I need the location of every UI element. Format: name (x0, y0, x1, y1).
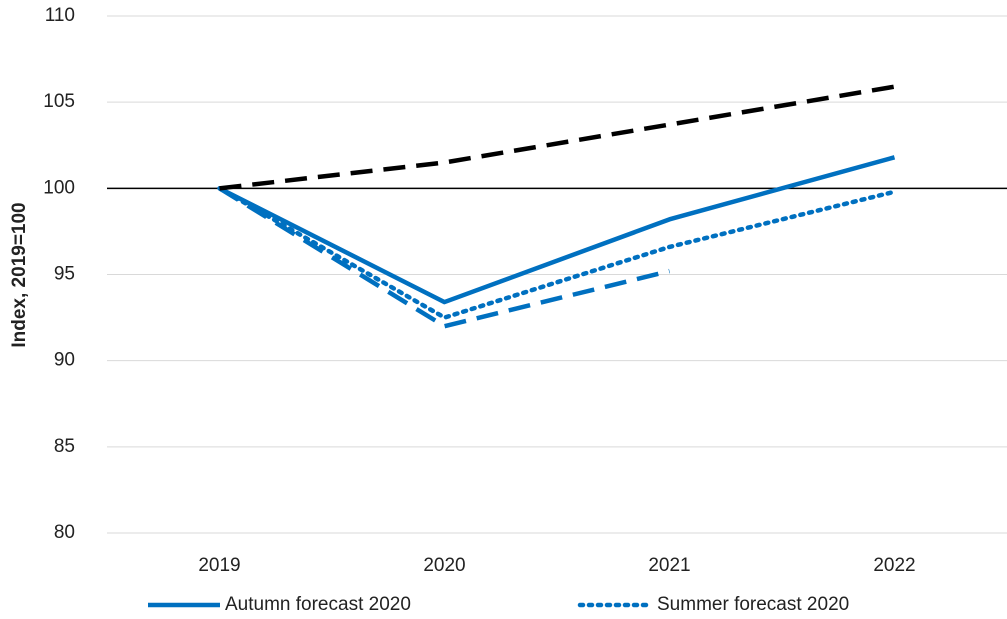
y-tick-label: 100 (43, 177, 75, 198)
series-line (218, 186, 671, 329)
series-line (218, 155, 896, 305)
x-tick-label: 2021 (648, 555, 690, 576)
x-tick-label: 2022 (873, 555, 915, 576)
y-tick-label: 80 (54, 522, 75, 543)
series-line (219, 84, 895, 191)
y-tick-label: 105 (43, 91, 75, 112)
y-tick-label: 95 (54, 264, 75, 285)
y-tick-label: 85 (54, 436, 75, 457)
y-tick-label: 90 (54, 350, 75, 371)
x-tick-label: 2020 (423, 555, 465, 576)
series-line (217, 186, 897, 320)
x-tick-label: 2019 (198, 555, 240, 576)
y-axis-title: Index, 2019=100 (9, 202, 30, 347)
y-tick-label: 110 (45, 5, 75, 26)
legend-label: Summer forecast 2020 (657, 594, 849, 615)
legend-label: Autumn forecast 2020 (225, 594, 411, 615)
